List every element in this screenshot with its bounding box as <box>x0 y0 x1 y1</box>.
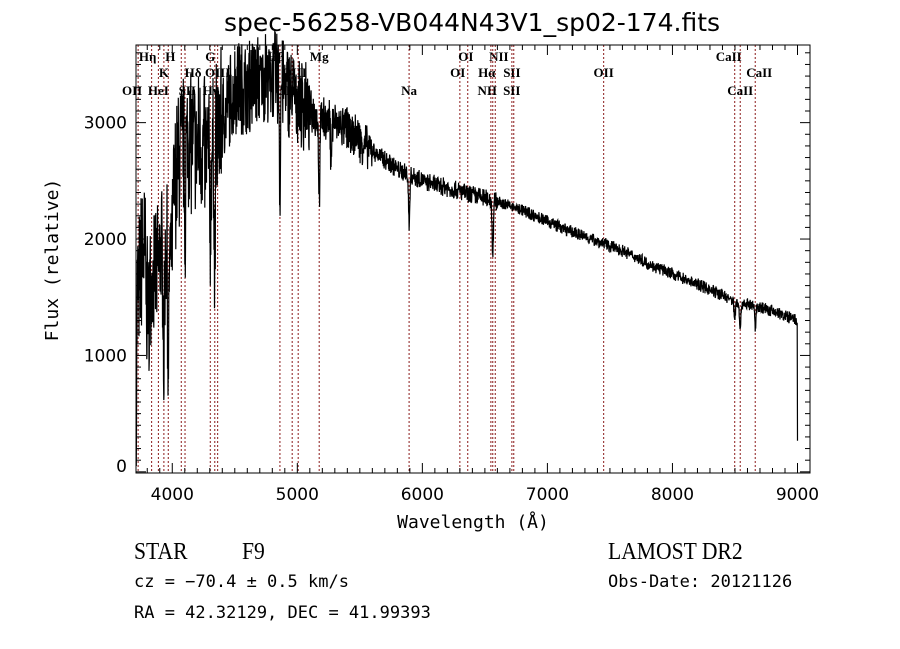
line-label: NII <box>478 83 498 98</box>
x-tick-label: 8000 <box>651 485 694 505</box>
x-axis-label: Wavelength (Å) <box>397 511 549 533</box>
x-tick-label: 4000 <box>151 485 194 505</box>
line-label: SII <box>503 65 520 80</box>
x-tick-label: 5000 <box>276 485 319 505</box>
line-label: Na <box>401 83 417 98</box>
line-label: Hα <box>478 65 496 80</box>
line-label: G <box>205 49 215 64</box>
object-subclass: F9 <box>242 539 265 565</box>
plot-frame <box>135 44 811 474</box>
y-tick-label: 3000 <box>84 114 127 134</box>
line-label: Hδ <box>185 65 202 80</box>
x-tick-label: 7000 <box>526 485 569 505</box>
line-label: Mg <box>310 49 329 64</box>
x-tick-label: 6000 <box>401 485 444 505</box>
axis-ticks: 4000 5000 6000 7000 8000 9000 0 1000 2000 3000 <box>84 45 819 505</box>
line-label: CaII <box>716 49 742 64</box>
line-label: OI <box>450 65 465 80</box>
obs-date-text: Obs-Date: 20121126 <box>608 572 793 592</box>
line-label: CaII <box>746 65 772 80</box>
line-label: K <box>159 65 170 80</box>
y-tick-label: 2000 <box>84 230 127 250</box>
line-label: OII <box>594 65 614 80</box>
line-label: OI <box>458 49 473 64</box>
x-tick-label: 9000 <box>776 485 819 505</box>
spectrum-line <box>135 30 799 467</box>
y-axis-label: Flux (relative) <box>42 179 63 342</box>
line-label: Hγ <box>203 83 219 98</box>
line-label: Hη <box>139 49 157 64</box>
line-label: H <box>165 49 175 64</box>
emission-line-markers: OIIHηHeIKHSIIHδGHγOIIIHβOIIIOIIIMgNaOIOI… <box>122 45 772 473</box>
line-label: OII <box>122 83 142 98</box>
y-tick-label: 0 <box>116 457 127 477</box>
object-class: STAR <box>134 539 188 565</box>
redshift-text: cz = −70.4 ± 0.5 km/s <box>134 572 349 592</box>
coordinates-text: RA = 42.32129, DEC = 41.99393 <box>134 603 431 623</box>
line-label: NII <box>489 49 509 64</box>
chart-title: spec-56258-VB044N43V1_sp02-174.fits <box>223 8 721 37</box>
spectrum-series <box>135 30 799 467</box>
line-label: HeI <box>148 83 169 98</box>
line-label: SII <box>503 83 520 98</box>
survey-label: LAMOST DR2 <box>608 539 743 565</box>
line-label: CaII <box>727 83 753 98</box>
line-label: OIII <box>205 65 230 80</box>
y-tick-label: 1000 <box>84 346 127 366</box>
